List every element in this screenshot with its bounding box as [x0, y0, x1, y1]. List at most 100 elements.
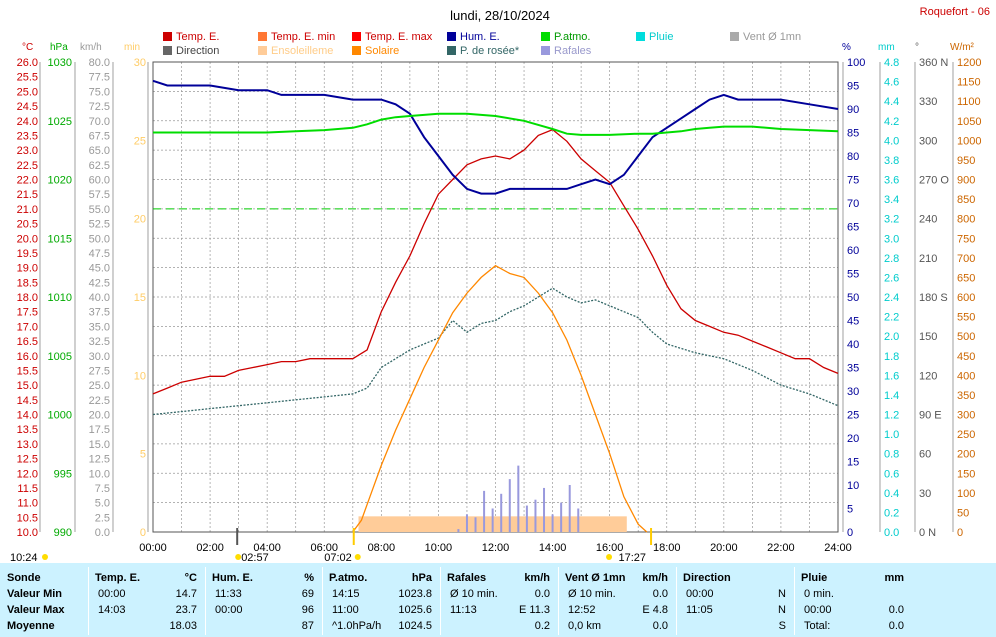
tick-label-sun: 0: [140, 527, 146, 539]
tick-label-wind: 72.5: [89, 101, 110, 113]
tick-label-temp: 18.5: [17, 277, 38, 289]
tick-label-hum: 50: [847, 292, 859, 304]
x-tick-label: 24:00: [824, 542, 852, 554]
legend-label: P. de rosée*: [460, 45, 520, 57]
legend-swatch: [447, 32, 456, 41]
legend-swatch: [352, 32, 361, 41]
tick-label-rain: 1.4: [884, 390, 899, 402]
x-tick-label: 22:00: [767, 542, 795, 554]
tick-label-temp: 15.5: [17, 365, 38, 377]
tick-label-press: 1000: [48, 410, 72, 422]
tick-label-hum: 25: [847, 410, 859, 422]
tick-label-temp: 12.0: [17, 468, 38, 480]
tick-label-solar: 150: [957, 468, 975, 480]
tick-label-temp: 23.0: [17, 145, 38, 157]
tick-label-solar: 1000: [957, 135, 981, 147]
summary-value: E 4.8: [642, 604, 668, 616]
tick-label-rain: 1.0: [884, 429, 899, 441]
sunrise-icon: [354, 554, 361, 560]
tick-label-wind: 22.5: [89, 395, 110, 407]
tick-label-sun: 30: [134, 57, 146, 69]
tick-label-solar: 1200: [957, 57, 981, 69]
x-tick-label: 20:00: [710, 542, 738, 554]
chart-title: lundi, 28/10/2024: [450, 8, 550, 23]
tick-label-rain: 3.0: [884, 233, 899, 245]
summary-header: P.atmo.: [329, 572, 368, 584]
tick-label-solar: 800: [957, 214, 975, 226]
summary-value: 18.03: [169, 620, 197, 632]
tick-label-temp: 18.0: [17, 292, 38, 304]
tick-label-sun: 5: [140, 449, 146, 461]
legend-label: Direction: [176, 45, 219, 57]
tick-label-wind: 12.5: [89, 454, 110, 466]
tick-label-wind: 10.0: [89, 468, 110, 480]
tick-label-press: 1015: [48, 233, 72, 245]
tick-label-temp: 24.0: [17, 116, 38, 128]
weather-chart: lundi, 28/10/2024 Roquefort - 06 Temp. E…: [10, 6, 990, 563]
summary-section: P.atmo. hPa 14:15 1023.8 11:00 1025.6 ^1.0hPa/…: [322, 563, 440, 637]
summary-section: Pluie mm 0 min. 00:00 0.0 Total: 0.0: [794, 563, 912, 637]
legend-label: P.atmo.: [554, 31, 591, 43]
tick-label-wind: 37.5: [89, 307, 110, 319]
tick-label-wind: 55.0: [89, 204, 110, 216]
tick-label-dir: 90 E: [919, 410, 942, 422]
tick-label-wind: 57.5: [89, 189, 110, 201]
summary-time: 12:52: [568, 604, 596, 616]
tick-label-hum: 85: [847, 128, 859, 140]
tick-label-rain: 4.8: [884, 57, 899, 69]
tick-label-dir: 150: [919, 331, 937, 343]
tick-label-hum: 30: [847, 386, 859, 398]
tick-label-wind: 2.5: [95, 512, 110, 524]
summary-value: N: [778, 588, 786, 600]
tick-label-wind: 32.5: [89, 336, 110, 348]
series-line-p-de-ros-e: [152, 287, 839, 416]
legend-swatch: [352, 46, 361, 55]
tick-label-temp: 20.0: [17, 233, 38, 245]
tick-label-rain: 3.8: [884, 155, 899, 167]
tick-label-wind: 40.0: [89, 292, 110, 304]
summary-section: Hum. E.% 11:33 69 00:00 96 87: [205, 563, 322, 637]
tick-label-solar: 700: [957, 253, 975, 265]
tick-label-hum: 0: [847, 527, 853, 539]
summary-header: Rafales: [447, 572, 487, 584]
tick-label-press: 1030: [48, 57, 72, 69]
tick-label-temp: 25.0: [17, 86, 38, 98]
legend: Temp. E. Temp. E. min Temp. E. max Hum. E. P…: [163, 31, 801, 57]
tick-label-temp: 13.0: [17, 439, 38, 451]
tick-label-temp: 17.5: [17, 307, 38, 319]
tick-label-wind: 62.5: [89, 160, 110, 172]
series: [152, 79, 839, 533]
summary-value: 0.2: [534, 620, 550, 632]
summary-value: 87: [301, 620, 314, 632]
summary-unit: hPa: [411, 572, 432, 584]
legend-swatch: [730, 32, 739, 41]
tick-label-sun: 10: [134, 370, 146, 382]
series-line-hum-e: [152, 79, 839, 195]
summary-header: Hum. E.: [212, 572, 253, 584]
summary-divider: [88, 567, 89, 635]
summary-time: 00:00: [98, 588, 126, 600]
tick-label-wind: 35.0: [89, 321, 110, 333]
x-tick-label: 10:00: [425, 542, 453, 554]
summary-time: 11:33: [215, 588, 242, 600]
summary-time: 00:00: [215, 604, 243, 616]
summary-value: S: [778, 620, 786, 632]
tick-label-rain: 1.2: [884, 410, 899, 422]
legend-swatch: [636, 32, 645, 41]
summary-value: 14.7: [175, 588, 197, 600]
sun-events: 10:24 02:57 07:02 17:27: [10, 528, 653, 563]
tick-label-hum: 70: [847, 198, 859, 210]
tick-label-temp: 22.0: [17, 175, 38, 187]
tick-label-solar: 250: [957, 429, 975, 441]
summary-divider: [205, 567, 206, 635]
summary-divider: [440, 567, 441, 635]
sunset-icon: [606, 554, 613, 560]
tick-label-hum: 65: [847, 222, 859, 234]
tick-label-solar: 50: [957, 507, 969, 519]
tick-label-temp: 16.5: [17, 336, 38, 348]
axis-units: °C hPa km/h min% mm ° W/m²: [22, 42, 975, 53]
tick-label-temp: 14.5: [17, 395, 38, 407]
tick-label-wind: 80.0: [89, 57, 110, 69]
legend-swatch: [541, 46, 550, 55]
tick-label-rain: 3.2: [884, 214, 899, 226]
